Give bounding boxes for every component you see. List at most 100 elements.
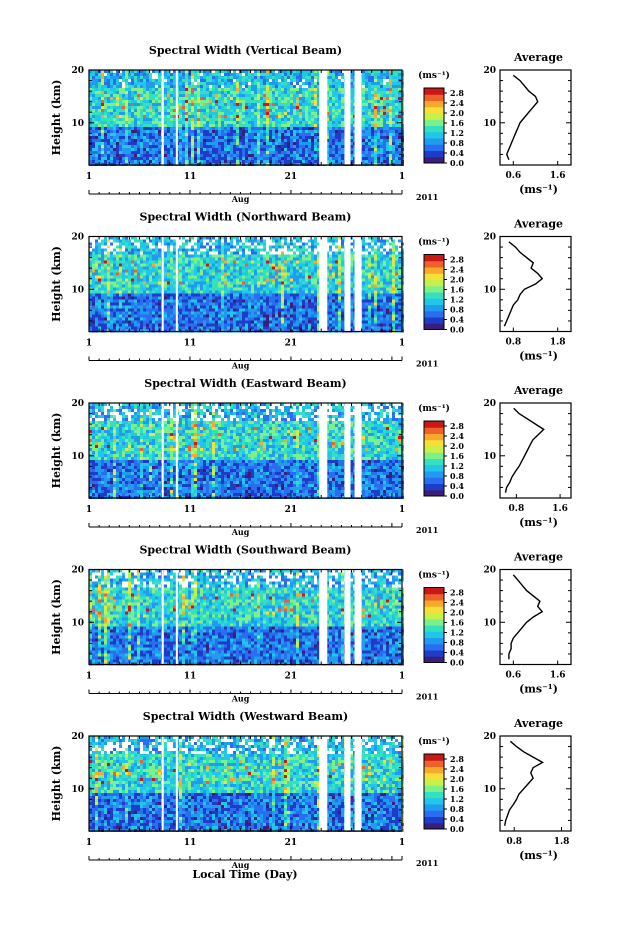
heatmap-cell (104, 115, 107, 118)
heatmap-cell (203, 100, 206, 103)
heatmap-cell (215, 145, 218, 148)
heatmap-cell (167, 79, 170, 82)
heatmap-cell (212, 115, 215, 118)
heatmap-cell (251, 154, 254, 157)
heatmap-cell (155, 79, 158, 82)
heatmap-cell (206, 88, 209, 91)
heatmap-cell (188, 154, 191, 157)
heatmap-cell (191, 121, 194, 124)
heatmap-cell (233, 88, 236, 91)
heatmap-cell (236, 136, 239, 139)
heatmap-cell (137, 136, 140, 139)
heatmap-cell (224, 106, 227, 109)
heatmap-cell (209, 151, 212, 154)
heatmap-cell (221, 154, 224, 157)
heatmap-cell (257, 112, 260, 115)
heatmap-cell (134, 160, 137, 163)
heatmap-cell (206, 76, 209, 79)
heatmap-cell (125, 118, 128, 121)
heatmap-cell (191, 157, 194, 160)
heatmap-cell (245, 148, 248, 151)
heatmap-cell (206, 85, 209, 88)
heatmap-cell (221, 127, 224, 130)
heatmap-cell (254, 157, 257, 160)
heatmap-cell (125, 79, 128, 82)
heatmap-cell (170, 145, 173, 148)
heatmap-cell (167, 130, 170, 133)
heatmap-cell (113, 82, 116, 85)
heatmap-cell (206, 91, 209, 94)
heatmap-cell (107, 136, 110, 139)
heatmap-cell (146, 82, 149, 85)
heatmap-cell (104, 145, 107, 148)
heatmap-cell (236, 82, 239, 85)
heatmap-cell (248, 130, 251, 133)
heatmap-cell (206, 94, 209, 97)
heatmap-cell (188, 82, 191, 85)
heatmap-cell (245, 91, 248, 94)
heatmap-cell (128, 127, 131, 130)
heatmap-cell (101, 139, 104, 142)
heatmap-cell (143, 124, 146, 127)
heatmap-cell (122, 103, 125, 106)
heatmap-cell (251, 112, 254, 115)
heatmap-cell (116, 157, 119, 160)
heatmap-cell (242, 136, 245, 139)
heatmap-cell (167, 73, 170, 76)
heatmap-cell (152, 160, 155, 163)
heatmap-cell (95, 100, 98, 103)
heatmap-cell (242, 142, 245, 145)
heatmap-cell (227, 127, 230, 130)
heatmap-cell (113, 85, 116, 88)
heatmap-cell (167, 148, 170, 151)
heatmap-cell (155, 157, 158, 160)
heatmap-cell (146, 79, 149, 82)
heatmap-cell (185, 130, 188, 133)
heatmap-cell (200, 157, 203, 160)
heatmap-cell (230, 103, 233, 106)
heatmap-cell (155, 133, 158, 136)
heatmap-cell (107, 94, 110, 97)
heatmap-cell (140, 136, 143, 139)
heatmap-cell (200, 148, 203, 151)
heatmap-cell (134, 79, 137, 82)
heatmap-cell (185, 136, 188, 139)
heatmap-cell (170, 151, 173, 154)
heatmap-cell (182, 154, 185, 157)
heatmap-cell (116, 139, 119, 142)
heatmap-cell (107, 115, 110, 118)
heatmap-cell (206, 130, 209, 133)
heatmap-cell (248, 133, 251, 136)
heatmap-cell (224, 91, 227, 94)
heatmap-cell (203, 136, 206, 139)
heatmap-cell (125, 136, 128, 139)
heatmap-cell (188, 133, 191, 136)
heatmap-cell (92, 73, 95, 76)
heatmap-cell (200, 127, 203, 130)
heatmap-cell (251, 145, 254, 148)
heatmap-cell (257, 82, 260, 85)
heatmap-cell (98, 115, 101, 118)
heatmap-cell (113, 109, 116, 112)
heatmap-cell (125, 115, 128, 118)
heatmap-cell (251, 136, 254, 139)
heatmap-cell (95, 106, 98, 109)
heatmap-cell (260, 112, 263, 115)
heatmap-cell (209, 133, 212, 136)
heatmap-cell (182, 112, 185, 115)
heatmap-cell (119, 124, 122, 127)
heatmap-cell (215, 142, 218, 145)
heatmap-cell (104, 76, 107, 79)
heatmap-cell (233, 121, 236, 124)
heatmap-cell (101, 133, 104, 136)
heatmap-cell (215, 136, 218, 139)
heatmap-cell (95, 160, 98, 163)
heatmap-cell (164, 115, 167, 118)
heatmap-cell (212, 133, 215, 136)
heatmap-cell (128, 118, 131, 121)
heatmap-cell (179, 76, 182, 79)
heatmap-cell (212, 127, 215, 130)
heatmap-cell (215, 121, 218, 124)
heatmap-cell (242, 154, 245, 157)
heatmap-cell (101, 154, 104, 157)
